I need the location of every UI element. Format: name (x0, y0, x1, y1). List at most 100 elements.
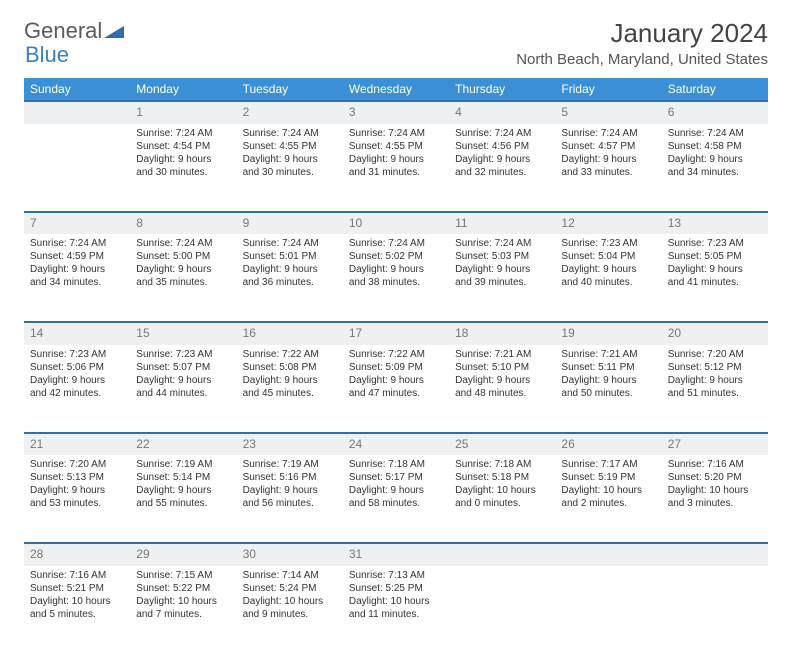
daylight-text-2: and 40 minutes. (561, 276, 655, 289)
logo-text-blue: Blue (25, 42, 69, 68)
day-cell: Sunrise: 7:23 AMSunset: 5:04 PMDaylight:… (555, 234, 661, 322)
sunrise-text: Sunrise: 7:24 AM (349, 127, 443, 140)
day-cell: Sunrise: 7:14 AMSunset: 5:24 PMDaylight:… (237, 566, 343, 654)
sunset-text: Sunset: 4:56 PM (455, 140, 549, 153)
sunset-text: Sunset: 5:09 PM (349, 361, 443, 374)
sunset-text: Sunset: 5:22 PM (136, 582, 230, 595)
sunrise-text: Sunrise: 7:18 AM (455, 458, 549, 471)
sunrise-text: Sunrise: 7:24 AM (349, 237, 443, 250)
daylight-text-2: and 2 minutes. (561, 497, 655, 510)
daylight-text-1: Daylight: 9 hours (561, 374, 655, 387)
sunset-text: Sunset: 5:12 PM (668, 361, 762, 374)
daylight-text-1: Daylight: 9 hours (136, 263, 230, 276)
day-cell: Sunrise: 7:20 AMSunset: 5:13 PMDaylight:… (24, 455, 130, 543)
sunset-text: Sunset: 5:13 PM (30, 471, 124, 484)
sunrise-text: Sunrise: 7:13 AM (349, 569, 443, 582)
weekday-header: Monday (130, 78, 236, 101)
day-cell: Sunrise: 7:15 AMSunset: 5:22 PMDaylight:… (130, 566, 236, 654)
sunrise-text: Sunrise: 7:24 AM (668, 127, 762, 140)
daylight-text-2: and 31 minutes. (349, 166, 443, 179)
day-number: 19 (555, 322, 661, 345)
sunset-text: Sunset: 5:05 PM (668, 250, 762, 263)
daylight-text-2: and 48 minutes. (455, 387, 549, 400)
daylight-text-1: Daylight: 9 hours (349, 374, 443, 387)
sunset-text: Sunset: 5:25 PM (349, 582, 443, 595)
sunrise-text: Sunrise: 7:20 AM (30, 458, 124, 471)
day-number: 8 (130, 212, 236, 235)
daylight-text-1: Daylight: 9 hours (243, 263, 337, 276)
day-number: 15 (130, 322, 236, 345)
day-number: 29 (130, 543, 236, 566)
sunset-text: Sunset: 5:08 PM (243, 361, 337, 374)
day-number: 16 (237, 322, 343, 345)
weekday-header: Thursday (449, 78, 555, 101)
day-number: 13 (662, 212, 768, 235)
daylight-text-1: Daylight: 9 hours (243, 153, 337, 166)
day-number: 12 (555, 212, 661, 235)
daylight-text-1: Daylight: 9 hours (349, 484, 443, 497)
logo: General (24, 18, 126, 44)
daylight-text-2: and 58 minutes. (349, 497, 443, 510)
weekday-header: Tuesday (237, 78, 343, 101)
day-number: 30 (237, 543, 343, 566)
daylight-text-2: and 50 minutes. (561, 387, 655, 400)
sunset-text: Sunset: 5:17 PM (349, 471, 443, 484)
day-number: 9 (237, 212, 343, 235)
day-cell: Sunrise: 7:24 AMSunset: 5:00 PMDaylight:… (130, 234, 236, 322)
sunset-text: Sunset: 5:10 PM (455, 361, 549, 374)
day-number: 31 (343, 543, 449, 566)
sunset-text: Sunset: 5:00 PM (136, 250, 230, 263)
day-cell: Sunrise: 7:18 AMSunset: 5:17 PMDaylight:… (343, 455, 449, 543)
sunrise-text: Sunrise: 7:24 AM (243, 127, 337, 140)
sunrise-text: Sunrise: 7:24 AM (30, 237, 124, 250)
logo-text-general: General (24, 18, 102, 44)
sunset-text: Sunset: 5:11 PM (561, 361, 655, 374)
calendar-table: SundayMondayTuesdayWednesdayThursdayFrid… (24, 78, 768, 654)
day-content-row: Sunrise: 7:20 AMSunset: 5:13 PM Daylight:… (24, 455, 768, 543)
day-content-row: Sunrise: 7:16 AMSunset: 5:21 PMDaylight:… (24, 566, 768, 654)
daylight-text-1: Daylight: 9 hours (243, 374, 337, 387)
day-number: 5 (555, 101, 661, 124)
day-number: 3 (343, 101, 449, 124)
day-cell: Sunrise: 7:17 AMSunset: 5:19 PMDaylight:… (555, 455, 661, 543)
day-number: 20 (662, 322, 768, 345)
daylight-text-2: and 30 minutes. (243, 166, 337, 179)
daylight-text-2: and 36 minutes. (243, 276, 337, 289)
month-title: January 2024 (516, 18, 768, 49)
weekday-header: Saturday (662, 78, 768, 101)
day-cell: Sunrise: 7:24 AMSunset: 4:55 PMDaylight:… (237, 124, 343, 212)
sunset-text: Sunset: 4:59 PM (30, 250, 124, 263)
sunrise-text: Sunrise: 7:24 AM (561, 127, 655, 140)
day-number: 23 (237, 433, 343, 456)
day-number (24, 101, 130, 124)
daylight-text-2: and 0 minutes. (455, 497, 549, 510)
day-cell: Sunrise: 7:24 AMSunset: 5:03 PMDaylight:… (449, 234, 555, 322)
sunset-text: Sunset: 4:58 PM (668, 140, 762, 153)
sunset-text: Sunset: 5:21 PM (30, 582, 124, 595)
sunrise-text: Sunrise: 7:24 AM (455, 237, 549, 250)
sunrise-text: Sunrise: 7:22 AM (243, 348, 337, 361)
day-cell: Sunrise: 7:22 AMSunset: 5:09 PMDaylight:… (343, 345, 449, 433)
day-content-row: Sunrise: 7:24 AMSunset: 4:59 PMDaylight:… (24, 234, 768, 322)
day-number: 28 (24, 543, 130, 566)
day-number: 10 (343, 212, 449, 235)
day-number: 25 (449, 433, 555, 456)
day-cell: Sunrise: 7:24 AMSunset: 4:56 PMDaylight:… (449, 124, 555, 212)
sunset-text: Sunset: 4:57 PM (561, 140, 655, 153)
day-cell: Sunrise: 7:23 AMSunset: 5:05 PMDaylight:… (662, 234, 768, 322)
day-cell: Sunrise: 7:20 AMSunset: 5:12 PMDaylight:… (662, 345, 768, 433)
day-cell: Sunrise: 7:22 AMSunset: 5:08 PMDaylight:… (237, 345, 343, 433)
day-number: 18 (449, 322, 555, 345)
daylight-text-1: Daylight: 9 hours (243, 484, 337, 497)
day-number (449, 543, 555, 566)
sunrise-text: Sunrise: 7:22 AM (349, 348, 443, 361)
day-content-row: Sunrise: 7:23 AMSunset: 5:06 PMDaylight:… (24, 345, 768, 433)
daylight-text-2: and 41 minutes. (668, 276, 762, 289)
day-number (662, 543, 768, 566)
weekday-header: Sunday (24, 78, 130, 101)
day-cell: Sunrise: 7:24 AMSunset: 5:01 PMDaylight:… (237, 234, 343, 322)
daylight-text-2: and 33 minutes. (561, 166, 655, 179)
daylight-text-1: Daylight: 10 hours (243, 595, 337, 608)
daylight-text-1: Daylight: 9 hours (136, 484, 230, 497)
daylight-text-2: and 55 minutes. (136, 497, 230, 510)
